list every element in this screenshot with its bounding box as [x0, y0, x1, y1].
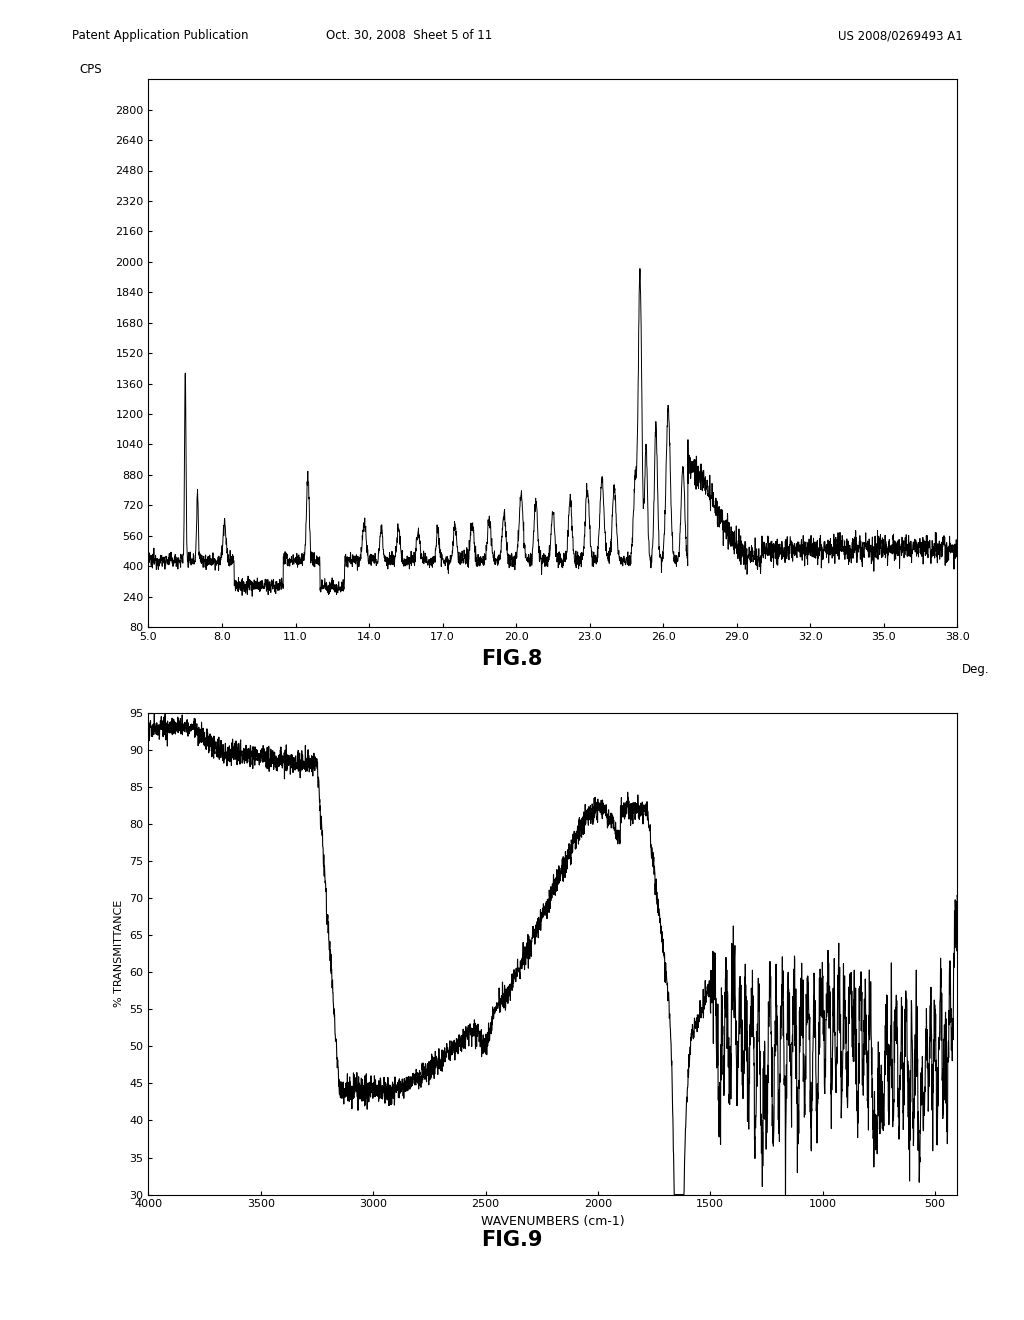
Text: Deg.: Deg.: [962, 663, 989, 676]
Text: Patent Application Publication: Patent Application Publication: [72, 29, 248, 42]
Y-axis label: % TRANSMITTANCE: % TRANSMITTANCE: [114, 900, 124, 1007]
Text: FIG.8: FIG.8: [481, 649, 543, 669]
Text: FIG.9: FIG.9: [481, 1230, 543, 1250]
X-axis label: WAVENUMBERS (cm-1): WAVENUMBERS (cm-1): [481, 1214, 625, 1228]
Text: US 2008/0269493 A1: US 2008/0269493 A1: [838, 29, 963, 42]
Text: Oct. 30, 2008  Sheet 5 of 11: Oct. 30, 2008 Sheet 5 of 11: [327, 29, 493, 42]
Text: CPS: CPS: [80, 63, 102, 77]
